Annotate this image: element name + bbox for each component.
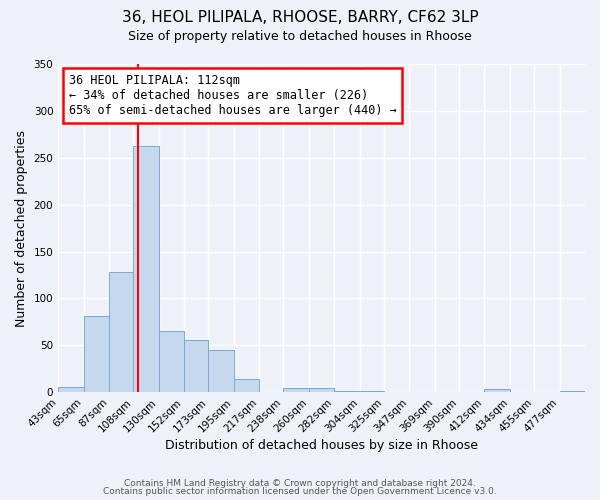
X-axis label: Distribution of detached houses by size in Rhoose: Distribution of detached houses by size … [165, 440, 478, 452]
Bar [484, 390, 510, 392]
Bar [208, 350, 234, 392]
Text: 36 HEOL PILIPALA: 112sqm
← 34% of detached houses are smaller (226)
65% of semi-: 36 HEOL PILIPALA: 112sqm ← 34% of detach… [69, 74, 397, 117]
Text: Size of property relative to detached houses in Rhoose: Size of property relative to detached ho… [128, 30, 472, 43]
Bar [158, 332, 184, 392]
Text: Contains HM Land Registry data © Crown copyright and database right 2024.: Contains HM Land Registry data © Crown c… [124, 478, 476, 488]
Y-axis label: Number of detached properties: Number of detached properties [15, 130, 28, 326]
Bar [133, 146, 158, 392]
Bar [309, 388, 334, 392]
Bar [109, 272, 133, 392]
Bar [234, 379, 259, 392]
Bar [58, 386, 83, 392]
Text: 36, HEOL PILIPALA, RHOOSE, BARRY, CF62 3LP: 36, HEOL PILIPALA, RHOOSE, BARRY, CF62 3… [122, 10, 478, 25]
Bar [83, 316, 109, 392]
Text: Contains public sector information licensed under the Open Government Licence v3: Contains public sector information licen… [103, 487, 497, 496]
Bar [283, 388, 309, 392]
Bar [184, 340, 208, 392]
